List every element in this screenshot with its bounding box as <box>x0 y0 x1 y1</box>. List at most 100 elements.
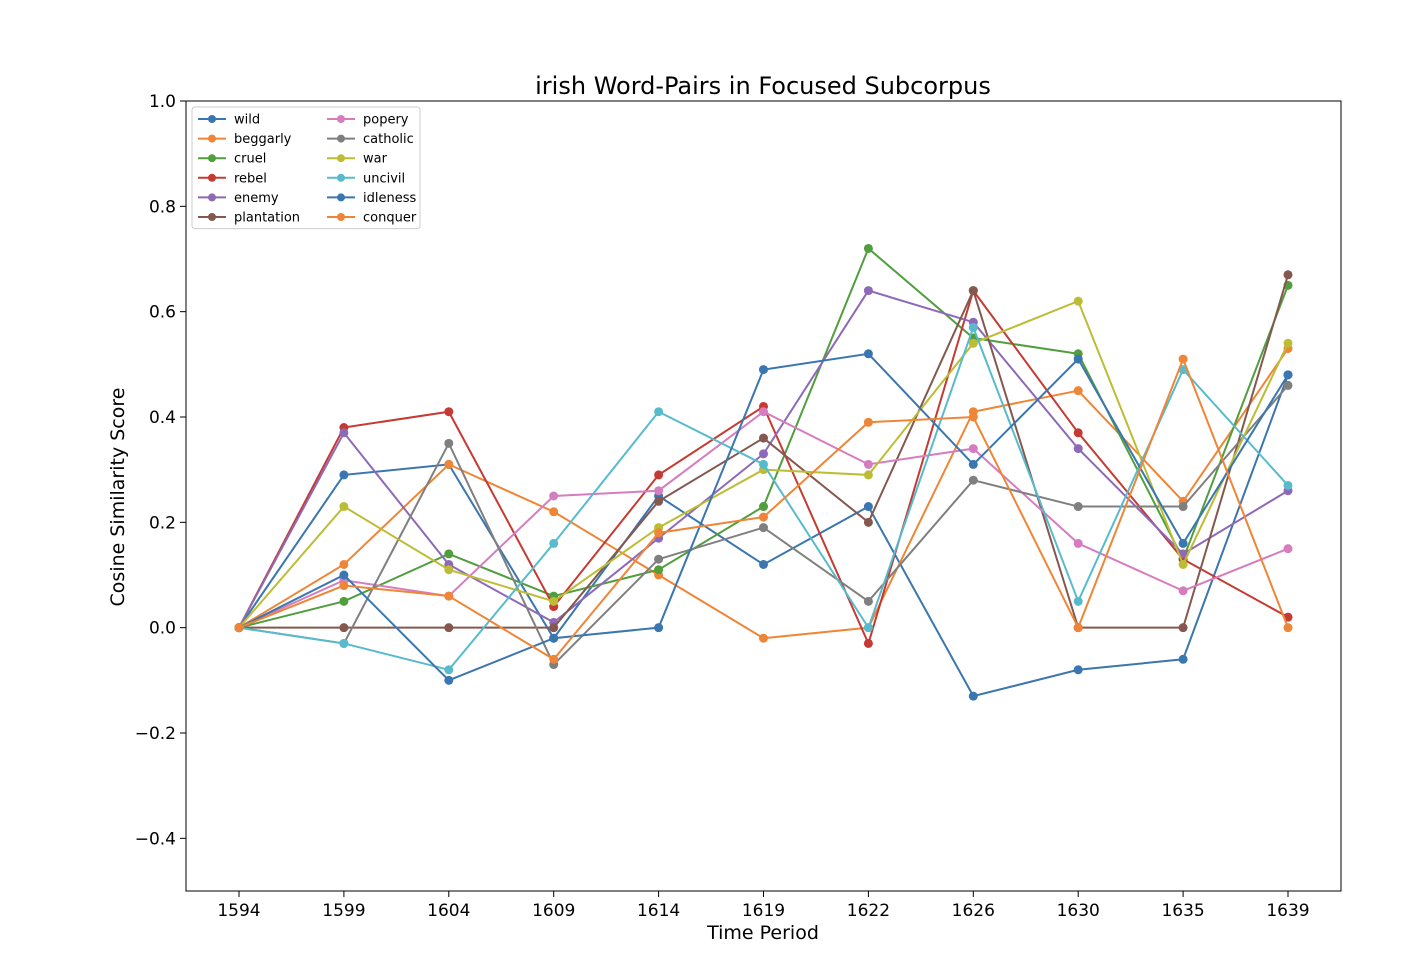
legend-swatch-marker <box>337 115 345 123</box>
data-point-beggarly <box>759 633 768 643</box>
data-point-wild <box>759 559 768 569</box>
data-point-war <box>1178 559 1188 569</box>
y-tick-label: 0.4 <box>149 408 176 428</box>
x-tick-label: 1635 <box>1161 901 1204 921</box>
series-line-wild <box>238 374 1289 698</box>
data-point-enemy <box>863 286 873 296</box>
data-point-idleness <box>549 633 559 643</box>
data-point-uncivil <box>968 322 978 332</box>
data-point-uncivil <box>1283 480 1293 490</box>
series-conquer <box>234 354 1293 664</box>
data-point-conquer <box>1073 623 1083 633</box>
data-point-wild <box>968 691 978 701</box>
data-point-cruel <box>759 502 768 512</box>
data-point-enemy <box>339 428 349 438</box>
data-point-catholic <box>759 523 768 533</box>
legend-swatch-marker <box>208 213 216 221</box>
y-tick-label: 0.8 <box>149 197 176 217</box>
data-point-wild <box>339 470 349 480</box>
x-tick-label: 1599 <box>322 901 365 921</box>
data-point-rebel <box>1073 428 1083 438</box>
data-point-wild <box>863 502 873 512</box>
x-tick-label: 1609 <box>532 901 575 921</box>
data-point-enemy <box>759 449 768 459</box>
data-point-popery <box>549 491 559 501</box>
data-point-war <box>549 596 559 606</box>
data-point-cruel <box>444 549 454 559</box>
legend-swatch-marker <box>208 134 216 143</box>
data-point-catholic <box>1283 380 1293 390</box>
legend-label: popery <box>363 113 409 128</box>
x-tick-label: 1639 <box>1266 901 1309 921</box>
data-point-plantation <box>968 286 978 296</box>
x-tick-label: 1594 <box>217 901 260 921</box>
data-point-conquer <box>759 512 768 522</box>
data-point-conquer <box>1283 623 1293 633</box>
data-point-popery <box>1178 586 1188 596</box>
y-tick-label: 0.6 <box>149 303 176 323</box>
data-point-conquer <box>863 417 873 427</box>
data-point-conquer <box>968 412 978 422</box>
data-point-war <box>863 470 873 480</box>
legend-swatch-marker <box>337 173 345 182</box>
legend-label: enemy <box>234 191 279 206</box>
legend-swatch-marker <box>337 154 345 163</box>
x-tick-label: 1630 <box>1057 901 1100 921</box>
series-enemy <box>234 286 1293 633</box>
legend-label: conquer <box>363 211 417 226</box>
data-point-beggarly <box>549 507 559 517</box>
legend-swatch-marker <box>208 115 216 123</box>
data-point-plantation <box>444 623 454 633</box>
data-point-catholic <box>1178 502 1188 512</box>
legend-item-conquer: conquer <box>327 211 417 226</box>
data-point-idleness <box>654 623 664 633</box>
x-tick-label: 1619 <box>742 901 785 921</box>
legend: wild beggarly cruel rebel enemy plantation pop… <box>191 106 421 230</box>
legend-item-enemy: enemy <box>198 191 279 206</box>
data-point-popery <box>1073 538 1083 548</box>
data-point-idleness <box>863 349 873 359</box>
data-point-beggarly <box>1073 386 1083 396</box>
data-point-idleness <box>1073 354 1083 364</box>
data-point-uncivil <box>444 665 454 675</box>
data-point-cruel <box>339 596 349 606</box>
legend-swatch-marker <box>337 134 345 143</box>
legend-item-plantation: plantation <box>198 211 300 226</box>
data-point-uncivil <box>1073 596 1083 606</box>
data-point-war <box>444 565 454 575</box>
data-point-catholic <box>1073 502 1083 512</box>
legend-label: catholic <box>363 132 414 147</box>
data-point-cruel <box>863 243 873 253</box>
legend-label: plantation <box>234 211 300 226</box>
data-point-rebel <box>863 638 873 648</box>
data-point-catholic <box>444 438 454 448</box>
y-tick-label: 1.0 <box>149 92 176 112</box>
legend-swatch-marker <box>337 193 345 202</box>
data-point-idleness <box>1178 538 1188 548</box>
y-tick-label: 0.0 <box>149 619 176 639</box>
data-point-conquer <box>339 581 349 591</box>
data-point-uncivil <box>759 459 768 469</box>
legend-box <box>191 106 421 230</box>
data-point-wild <box>1178 654 1188 664</box>
legend-item-wild: wild <box>198 113 260 128</box>
data-point-popery <box>863 459 873 469</box>
legend-item-uncivil: uncivil <box>327 171 405 186</box>
data-point-popery <box>1283 544 1293 554</box>
y-tick-label: 0.2 <box>149 513 176 533</box>
data-point-war <box>1283 338 1293 348</box>
data-point-uncivil <box>339 638 349 648</box>
legend-swatch-marker <box>337 213 345 221</box>
data-point-idleness <box>1283 370 1293 380</box>
data-point-idleness <box>759 365 768 375</box>
x-tick-label: 1604 <box>427 901 470 921</box>
data-point-catholic <box>968 475 978 485</box>
data-point-plantation <box>654 496 664 506</box>
y-tick-label: −0.4 <box>135 829 176 849</box>
data-point-idleness <box>339 570 349 580</box>
data-point-conquer <box>234 623 244 633</box>
data-point-war <box>339 502 349 512</box>
data-point-plantation <box>339 623 349 633</box>
plot-area: −0.4 −0.2 0.0 0.2 0.4 0.6 0.8 1.0 1594 1599 1604 16… <box>135 92 1342 921</box>
data-point-popery <box>654 486 664 496</box>
